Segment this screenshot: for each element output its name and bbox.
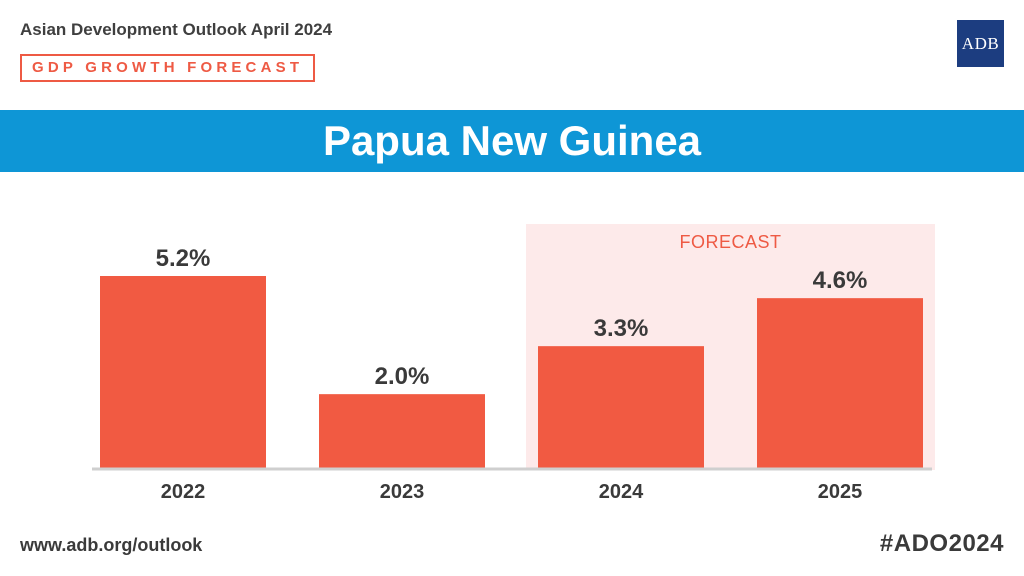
- bar-2024: [538, 346, 704, 468]
- bar-2023: [319, 394, 485, 468]
- data-label-2024: 3.3%: [594, 315, 649, 342]
- forecast-tag: GDP GROWTH FORECAST: [20, 54, 316, 82]
- category-label-2025: 2025: [818, 481, 863, 503]
- category-label-2022: 2022: [161, 481, 206, 503]
- data-label-2023: 2.0%: [375, 363, 430, 390]
- category-label-2023: 2023: [380, 481, 425, 503]
- country-banner: Papua New Guinea: [0, 110, 1024, 172]
- country-title: Papua New Guinea: [322, 117, 702, 164]
- publication-title: Asian Development Outlook April 2024: [20, 20, 333, 39]
- bar-2022: [100, 276, 266, 468]
- footer-url: www.adb.org/outlook: [20, 535, 203, 555]
- category-label-2024: 2024: [599, 481, 644, 503]
- footer-hashtag: #ADO2024: [879, 530, 1004, 557]
- bar-2025: [757, 298, 923, 468]
- forecast-label: FORECAST: [679, 232, 781, 252]
- data-label-2025: 4.6%: [813, 267, 868, 294]
- data-label-2022: 5.2%: [156, 245, 211, 272]
- adb-logo: ADB: [957, 20, 1004, 67]
